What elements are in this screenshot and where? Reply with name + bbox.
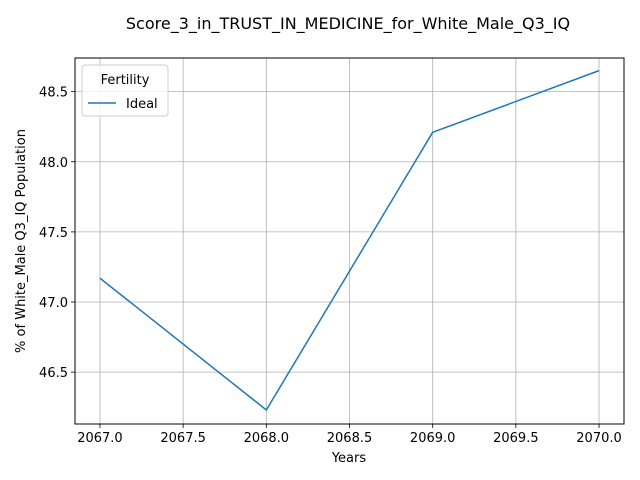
x-tick-label: 2069.0 — [410, 431, 456, 446]
y-tick-label: 48.5 — [39, 86, 68, 101]
x-tick-label: 2067.0 — [77, 431, 123, 446]
x-axis-ticks: 2067.0 2067.5 2068.0 2068.5 2069.0 2069.5 2070… — [77, 424, 622, 446]
x-tick-label: 2068.5 — [327, 431, 373, 446]
legend: Fertility Ideal — [81, 64, 169, 117]
x-tick-label: 2067.5 — [160, 431, 206, 446]
y-axis-ticks: 46.5 47.0 47.5 48.0 48.5 — [39, 86, 75, 381]
y-tick-label: 48.0 — [39, 156, 68, 171]
legend-label-ideal: Ideal — [126, 97, 158, 112]
y-axis-label: % of White_Male Q3_IQ Population — [14, 129, 29, 353]
x-tick-label: 2070.0 — [576, 431, 622, 446]
chart-title: Score_3_in_TRUST_IN_MEDICINE_for_White_M… — [126, 14, 570, 34]
legend-title: Fertility — [101, 73, 150, 88]
y-tick-label: 47.5 — [39, 226, 68, 241]
x-tick-label: 2069.5 — [493, 431, 539, 446]
series-line-ideal — [99, 69, 600, 411]
x-tick-label: 2068.0 — [244, 431, 290, 446]
y-tick-label: 46.5 — [39, 366, 68, 381]
x-axis-label: Years — [331, 451, 367, 466]
grid — [75, 58, 624, 424]
series-layer — [99, 69, 600, 411]
y-tick-label: 47.0 — [39, 296, 68, 311]
